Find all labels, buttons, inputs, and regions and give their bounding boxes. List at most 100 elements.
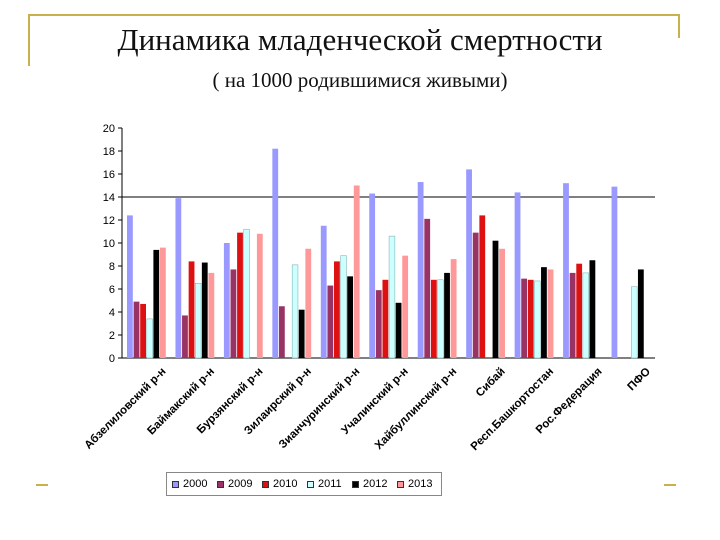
bar-2000: [466, 169, 472, 358]
bar-2011: [388, 235, 396, 359]
bar-2009: [472, 232, 479, 358]
legend-swatch: [262, 480, 269, 488]
legend-swatch: [217, 480, 224, 488]
bar-2009: [182, 315, 188, 358]
bar-2009: [327, 285, 334, 358]
bar-2000: [175, 198, 182, 358]
x-tick-label: Абзелиловский р-н: [83, 366, 169, 452]
bottom-right-accent: [664, 484, 676, 486]
top-horizontal-accent: [28, 14, 680, 16]
legend-label: 2010: [273, 478, 298, 490]
bar-2010: [576, 263, 583, 358]
bar-2010: [188, 261, 195, 358]
bar-2011: [437, 279, 444, 359]
y-tick-label: 18: [103, 146, 115, 158]
bar-2013: [499, 248, 505, 358]
bar-2012: [637, 269, 644, 358]
bar-2009: [133, 301, 140, 358]
bar-2010: [334, 261, 340, 358]
page-subtitle: ( на 1000 родившимися живыми): [212, 68, 508, 92]
bar-2012: [201, 262, 208, 358]
bar-2013: [450, 259, 457, 358]
bar-2012: [492, 240, 499, 358]
bar-2011: [582, 272, 589, 359]
x-tick-label: ПФО: [626, 366, 654, 394]
bar-2013: [547, 269, 554, 358]
y-tick-label: 14: [103, 192, 115, 204]
bar-2010: [140, 303, 146, 358]
y-tick-label: 4: [109, 307, 115, 319]
bar-2012: [347, 276, 354, 358]
legend-item-2013: 2013: [397, 476, 432, 492]
legend-item-2009: 2009: [217, 476, 252, 492]
y-tick-label: 2: [109, 330, 115, 342]
bar-2000: [369, 193, 376, 358]
legend-item-2011: 2011: [307, 476, 342, 492]
bar-2000: [272, 148, 279, 358]
legend-swatch: [352, 480, 359, 488]
bar-2000: [611, 186, 618, 358]
top-right-vertical-accent: [678, 14, 680, 38]
bar-2009: [375, 290, 382, 358]
bar-2000: [127, 215, 133, 358]
legend-label: 2009: [228, 478, 253, 490]
bar-2000: [563, 183, 569, 358]
x-tick-label: Сибай: [474, 366, 508, 400]
bar-2013: [208, 272, 215, 358]
bar-2012: [298, 309, 305, 358]
bar-2010: [479, 215, 486, 358]
bar-2009: [569, 272, 576, 358]
bar-2012: [395, 302, 402, 358]
bar-2011: [291, 264, 299, 359]
bar-2000: [223, 243, 230, 358]
y-tick-label: 10: [103, 238, 115, 250]
x-tick-label: Зианчуринский р-н: [277, 366, 363, 452]
bar-2012: [444, 272, 450, 358]
bar-2011: [631, 286, 638, 359]
x-tick-label: Хайбуллинский р-н: [373, 366, 459, 452]
bar-2013: [353, 185, 360, 358]
legend-label: 2013: [408, 478, 433, 490]
bar-2011: [146, 318, 153, 359]
bottom-left-accent: [36, 484, 48, 486]
bar-2013: [305, 248, 312, 358]
bar-2011: [340, 255, 347, 359]
bar-2010: [527, 279, 534, 358]
y-tick-label: 12: [103, 215, 115, 227]
legend-label: 2012: [363, 478, 388, 490]
legend-swatch: [307, 480, 314, 488]
bar-2009: [278, 306, 285, 358]
legend-frame: [166, 472, 442, 496]
y-tick-label: 20: [103, 123, 115, 135]
page-title: Динамика младенческой смертности: [117, 22, 603, 57]
bar-2012: [153, 249, 160, 358]
bar-2010: [430, 279, 437, 358]
bar-2009: [424, 218, 431, 358]
bar-2010: [237, 232, 243, 358]
bar-2013: [160, 247, 166, 358]
bar-2011: [534, 280, 541, 359]
legend-swatch: [172, 480, 179, 488]
bar-2000: [320, 225, 327, 358]
bar-2000: [514, 192, 521, 358]
legend-swatch: [397, 480, 404, 488]
y-tick-label: 6: [109, 284, 115, 296]
legend-item-2012: 2012: [352, 476, 387, 492]
bar-2010: [382, 279, 389, 358]
bar-2012: [589, 260, 596, 358]
bar-2009: [230, 269, 237, 358]
bar-2013: [256, 233, 263, 358]
legend-item-2010: 2010: [262, 476, 297, 492]
bar-2013: [402, 255, 409, 358]
top-left-vertical-accent: [28, 14, 30, 66]
bar-2000: [417, 182, 424, 358]
y-tick-label: 8: [109, 261, 115, 273]
y-tick-label: 16: [103, 169, 115, 181]
legend-label: 2011: [318, 478, 342, 490]
bar-2011: [243, 228, 250, 359]
bar-2011: [195, 283, 202, 359]
legend-label: 2000: [183, 478, 208, 490]
y-tick-label: 0: [109, 353, 115, 365]
bar-2009: [521, 278, 528, 358]
